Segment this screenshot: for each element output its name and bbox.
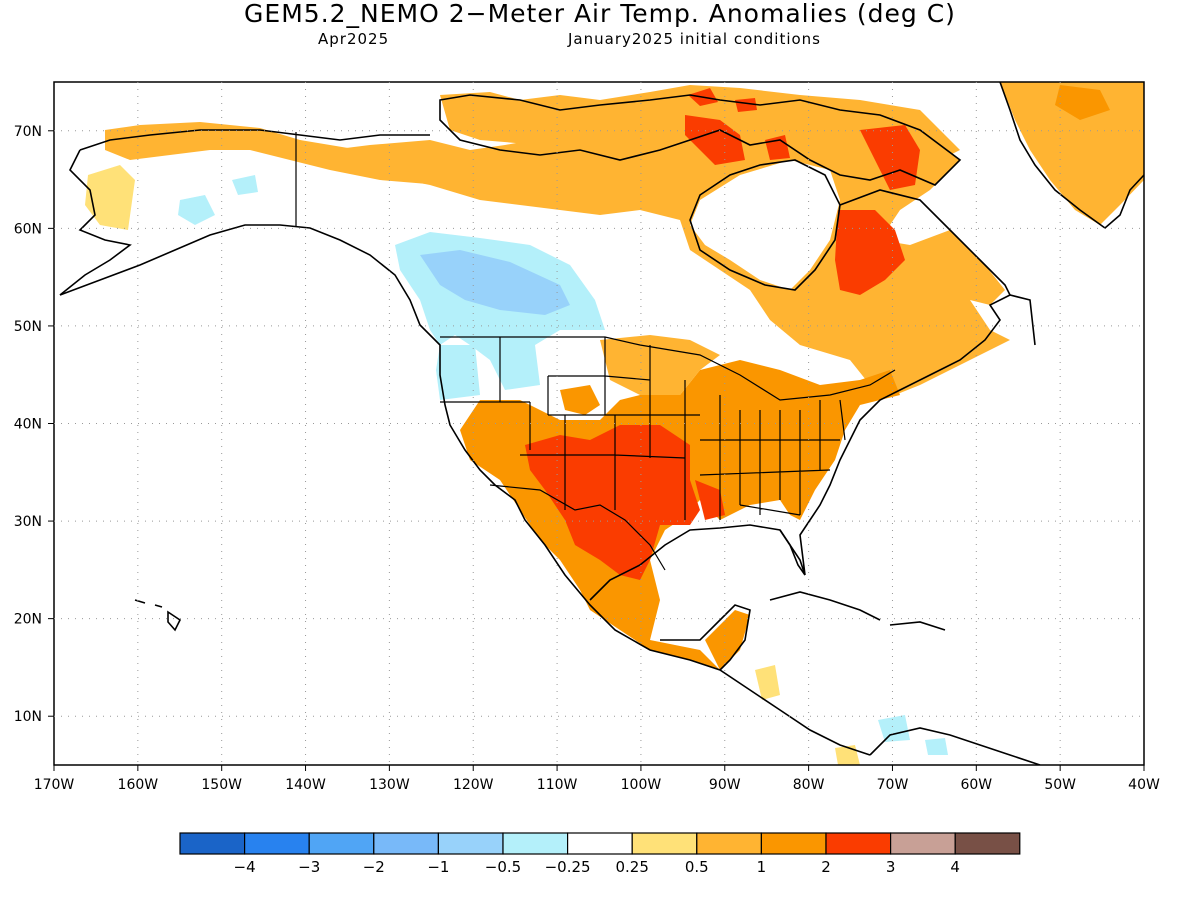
coastlines [59,82,1144,765]
coastline-alaska-west [59,149,132,296]
lon-tick-label: 60W [960,777,992,793]
coastline-cuba [769,591,881,621]
lat-tick-label: 20N [14,612,42,628]
anomaly-region-oregon-cold [436,345,480,400]
colorbar-label: −3 [298,858,320,876]
colorbar-swatch [179,832,246,855]
colorbar-label: 1 [757,858,767,876]
lon-tick-label: 110W [537,777,578,793]
colorbar-label: 4 [950,858,960,876]
colorbar-label: −1 [427,858,449,876]
colorbar-label: 2 [821,858,831,876]
lat-tick-label: 50N [14,319,42,335]
map-title: GEM5.2_NEMO 2−Meter Air Temp. Anomalies … [244,0,956,28]
colorbar-swatch [954,832,1021,855]
anomaly-region-caribbean-cold [878,715,948,755]
latitude-labels: 10N 20N 30N 40N 50N 60N 70N [14,124,42,725]
state-lines-west [440,337,700,510]
lon-tick-label: 80W [793,777,825,793]
border-us-mexico [489,484,666,571]
anomaly-region-greenland [1000,82,1144,225]
anomaly-region-bc-cold-core [420,250,570,315]
anomaly-region-great-lakes [600,335,720,395]
coastline-hudson-bay [689,159,841,291]
colorbar-label: 3 [886,858,896,876]
coastline-north-america-west [59,224,871,756]
lon-tick-label: 90W [709,777,741,793]
state-lines-east [684,380,846,520]
lon-tick-label: 150W [201,777,242,793]
coastline-hispaniola [889,621,946,631]
coastline-greenland [999,82,1144,230]
coastline-labrador [839,189,1011,296]
colorbar-swatch [373,832,439,855]
anomaly-region-quebec-warm [835,210,905,295]
anomaly-region-alaska-west [85,165,135,230]
state-boundaries [295,132,896,571]
coastline-florida [779,529,806,576]
colorbar-swatch [437,832,504,855]
colorbar-swatch [760,832,827,855]
coastline-hawaii [134,599,182,632]
colorbar-swatch [631,832,698,855]
colorbar-label: −0.5 [485,858,521,876]
initial-conditions: January2025 initial conditions [568,30,821,48]
colorbar-swatch [696,832,762,855]
longitude-labels: 170W 160W 150W 140W 130W 120W 110W 100W 90W 80W 70… [34,777,1160,793]
forecast-month: Apr2025 [318,30,390,48]
colorbar-swatch [889,832,956,855]
coastline-south-america [869,727,1041,765]
colorbar-label: −0.25 [545,858,591,876]
lon-tick-label: 50W [1044,777,1076,793]
colorbar-swatch [244,832,310,855]
lon-tick-label: 160W [118,777,159,793]
lon-tick-label: 130W [369,777,410,793]
anomaly-region-hudson-bay [690,160,840,290]
coastline-arctic-islands [439,94,962,186]
colorbar-swatch [502,832,569,855]
border-us-canada [440,336,896,401]
anomaly-region-greenland-mild [1055,85,1110,120]
anomaly-region-yucatan [705,610,750,670]
graticule [48,82,1145,771]
colorbar-label: 0.25 [615,858,648,876]
anomaly-region-canada-arctic [300,100,1010,395]
coastline-alaska-north [79,129,430,151]
anomaly-region-southern-plains [525,425,700,580]
colorbar [179,832,1021,855]
lon-tick-label: 140W [285,777,326,793]
anomaly-region-colorado-warm [560,385,600,415]
lon-tick-label: 40W [1128,777,1160,793]
anomaly-region-alaska-cold [178,175,258,225]
anomaly-region-central-america [755,665,860,765]
lon-tick-label: 100W [621,777,662,793]
colorbar-label: 0.5 [685,858,709,876]
anomaly-shading [85,82,1144,765]
lon-tick-label: 70W [877,777,909,793]
lat-tick-label: 30N [14,514,42,530]
colorbar-swatch [825,832,892,855]
lat-tick-label: 70N [14,124,42,140]
anomaly-region-mississippi [695,480,725,520]
coastline-yucatan [660,604,751,671]
colorbar-labels: −4 −3 −2 −1 −0.5 −0.25 0.25 0.5 1 2 3 4 [234,858,960,876]
coastline-gulf-of-mexico [589,294,1036,601]
colorbar-swatch [308,832,375,855]
lat-tick-label: 10N [14,709,42,725]
colorbar-label: −4 [234,858,256,876]
lat-tick-label: 40N [14,417,42,433]
lon-tick-label: 120W [453,777,494,793]
colorbar-label: −2 [363,858,385,876]
lat-tick-label: 60N [14,221,42,237]
colorbar-swatch [566,832,633,855]
lon-tick-label: 170W [34,777,75,793]
